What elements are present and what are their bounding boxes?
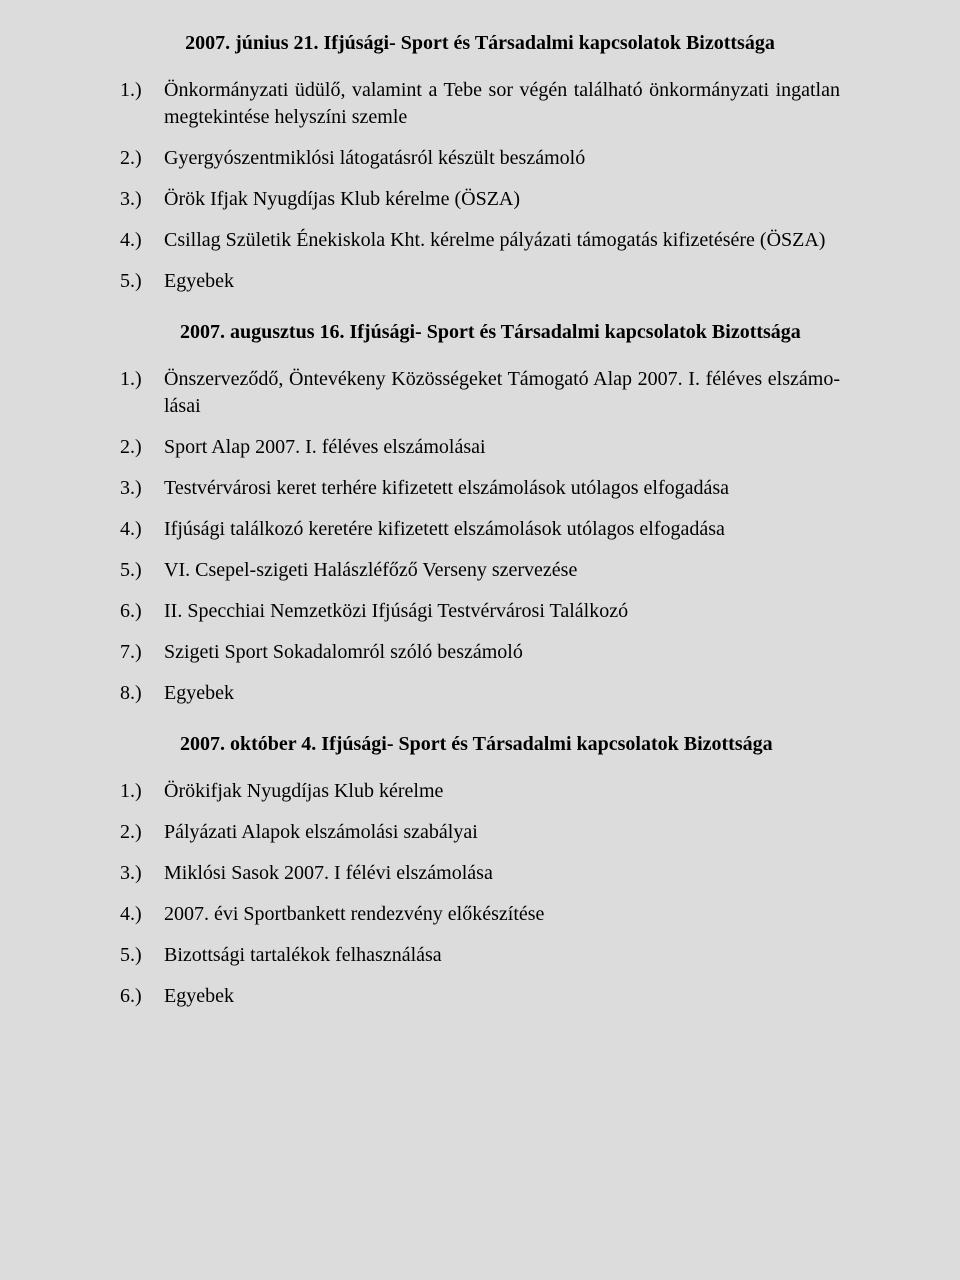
section-3-title: 2007. október 4. Ifjúsági- Sport és Társ… bbox=[120, 733, 840, 756]
item-number: 5.) bbox=[120, 557, 164, 584]
list-item: 6.) Egyebek bbox=[120, 983, 840, 1010]
item-number: 3.) bbox=[120, 186, 164, 213]
item-text: Pályázati Alapok elszámolási szabályai bbox=[164, 819, 840, 846]
list-item: 3.) Örök Ifjak Nyugdíjas Klub kérelme (Ö… bbox=[120, 186, 840, 213]
section-2-title: 2007. augusztus 16. Ifjúsági- Sport és T… bbox=[120, 321, 840, 344]
item-number: 1.) bbox=[120, 778, 164, 805]
item-text: Egyebek bbox=[164, 268, 840, 295]
item-number: 2.) bbox=[120, 145, 164, 172]
item-text: Örökifjak Nyugdíjas Klub kérelme bbox=[164, 778, 840, 805]
list-item: 1.) Önkormányzati üdülő, valamint a Tebe… bbox=[120, 77, 840, 131]
list-item: 4.) Ifjúsági találkozó keretére kifizete… bbox=[120, 516, 840, 543]
item-text: Testvérvárosi keret terhére kifizetett e… bbox=[164, 475, 840, 502]
item-text: Csillag Születik Énekiskola Kht. kérelme… bbox=[164, 227, 840, 254]
item-number: 1.) bbox=[120, 77, 164, 104]
item-text: Miklósi Sasok 2007. I félévi elszámolása bbox=[164, 860, 840, 887]
item-number: 1.) bbox=[120, 366, 164, 393]
item-number: 4.) bbox=[120, 227, 164, 254]
list-item: 5.) VI. Csepel-szigeti Halászléfőző Vers… bbox=[120, 557, 840, 584]
item-text: Szigeti Sport Sokadalomról szóló beszámo… bbox=[164, 639, 840, 666]
item-text: Önszerveződő, Öntevékeny Közösségeket Tá… bbox=[164, 366, 840, 420]
list-item: 2.) Pályázati Alapok elszámolási szabály… bbox=[120, 819, 840, 846]
list-item: 5.) Bizottsági tartalékok felhasználása bbox=[120, 942, 840, 969]
page: 2007. június 21. Ifjúsági- Sport és Társ… bbox=[0, 0, 960, 1076]
item-number: 6.) bbox=[120, 598, 164, 625]
list-item: 1.) Önszerveződő, Öntevékeny Közösségeke… bbox=[120, 366, 840, 420]
item-number: 4.) bbox=[120, 516, 164, 543]
item-number: 5.) bbox=[120, 268, 164, 295]
item-number: 7.) bbox=[120, 639, 164, 666]
item-text: Önkormányzati üdülő, valamint a Tebe sor… bbox=[164, 77, 840, 131]
list-item: 7.) Szigeti Sport Sokadalomról szóló bes… bbox=[120, 639, 840, 666]
list-item: 4.) 2007. évi Sportbankett rendezvény el… bbox=[120, 901, 840, 928]
item-number: 2.) bbox=[120, 434, 164, 461]
section-1-list: 1.) Önkormányzati üdülő, valamint a Tebe… bbox=[120, 77, 840, 295]
list-item: 8.) Egyebek bbox=[120, 680, 840, 707]
item-text: Örök Ifjak Nyugdíjas Klub kérelme (ÖSZA) bbox=[164, 186, 840, 213]
list-item: 3.) Miklósi Sasok 2007. I félévi elszámo… bbox=[120, 860, 840, 887]
list-item: 1.) Örökifjak Nyugdíjas Klub kérelme bbox=[120, 778, 840, 805]
item-text: 2007. évi Sportbankett rendezvény előkés… bbox=[164, 901, 840, 928]
item-number: 6.) bbox=[120, 983, 164, 1010]
item-number: 3.) bbox=[120, 475, 164, 502]
section-2-list: 1.) Önszerveződő, Öntevékeny Közösségeke… bbox=[120, 366, 840, 707]
list-item: 3.) Testvérvárosi keret terhére kifizete… bbox=[120, 475, 840, 502]
item-text: Gyergyószentmiklósi látogatásról készült… bbox=[164, 145, 840, 172]
item-number: 4.) bbox=[120, 901, 164, 928]
list-item: 5.) Egyebek bbox=[120, 268, 840, 295]
item-text: Ifjúsági találkozó keretére kifizetett e… bbox=[164, 516, 840, 543]
section-3-list: 1.) Örökifjak Nyugdíjas Klub kérelme 2.)… bbox=[120, 778, 840, 1010]
item-text: Sport Alap 2007. I. féléves elszámolásai bbox=[164, 434, 840, 461]
item-text: Bizottsági tartalékok felhasználása bbox=[164, 942, 840, 969]
list-item: 2.) Sport Alap 2007. I. féléves elszámol… bbox=[120, 434, 840, 461]
list-item: 6.) II. Specchiai Nemzetközi Ifjúsági Te… bbox=[120, 598, 840, 625]
item-text: Egyebek bbox=[164, 680, 840, 707]
item-number: 3.) bbox=[120, 860, 164, 887]
section-1-title: 2007. június 21. Ifjúsági- Sport és Társ… bbox=[120, 32, 840, 55]
item-number: 5.) bbox=[120, 942, 164, 969]
item-number: 2.) bbox=[120, 819, 164, 846]
item-text: Egyebek bbox=[164, 983, 840, 1010]
item-number: 8.) bbox=[120, 680, 164, 707]
item-text: II. Specchiai Nemzetközi Ifjúsági Testvé… bbox=[164, 598, 840, 625]
item-text: VI. Csepel-szigeti Halászléfőző Verseny … bbox=[164, 557, 840, 584]
list-item: 4.) Csillag Születik Énekiskola Kht. kér… bbox=[120, 227, 840, 254]
list-item: 2.) Gyergyószentmiklósi látogatásról kés… bbox=[120, 145, 840, 172]
